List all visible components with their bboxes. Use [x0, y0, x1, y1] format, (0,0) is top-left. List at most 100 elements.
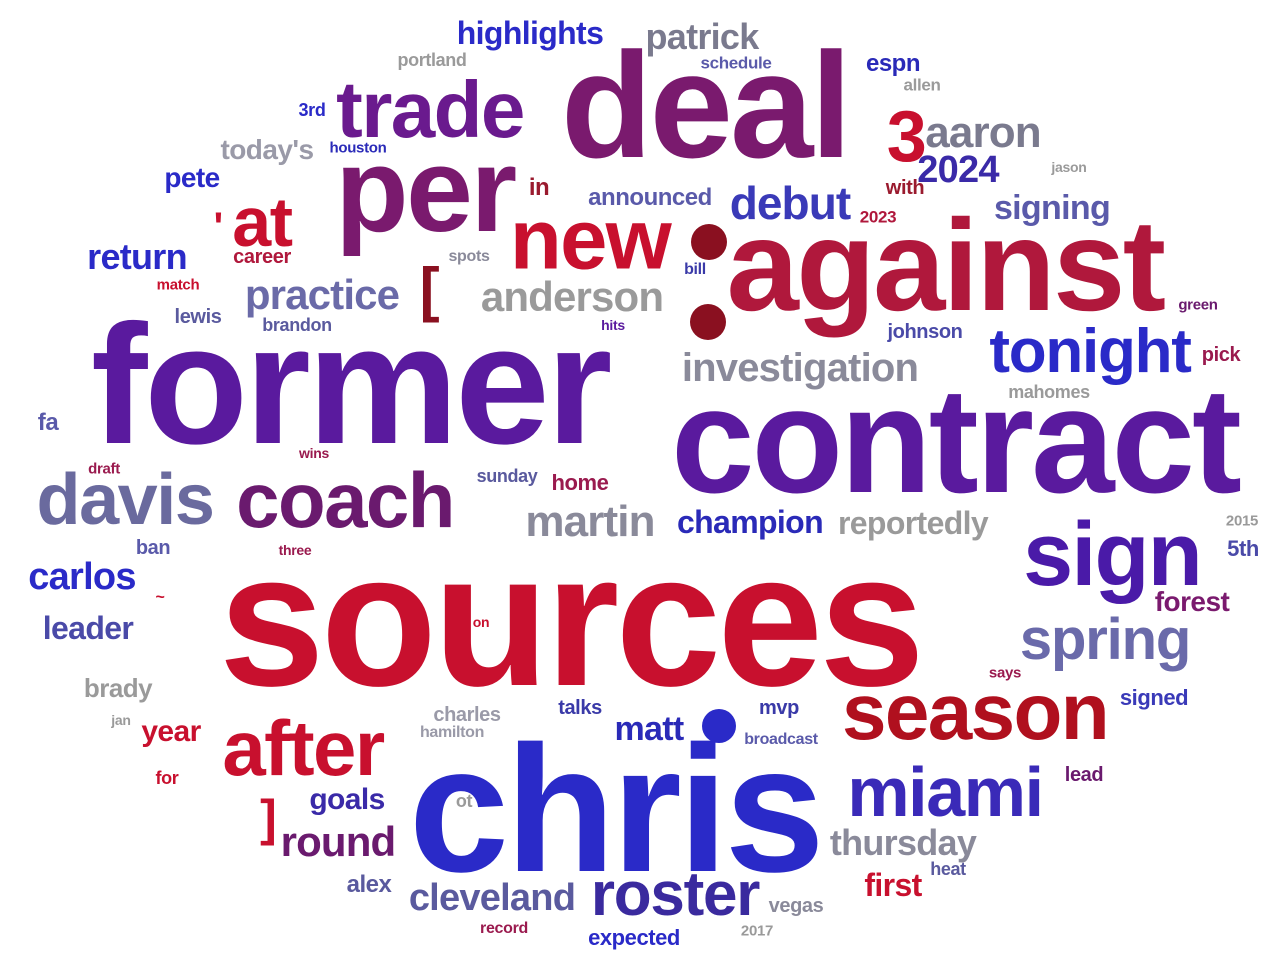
cloud-word: three — [278, 542, 312, 558]
cloud-word: chris — [408, 709, 825, 910]
cloud-word: ' — [213, 205, 223, 249]
cloud-word: carlos — [28, 556, 136, 598]
cloud-word: brandon — [262, 315, 332, 335]
cloud-word: anderson — [480, 273, 664, 320]
cloud-word: 3 — [886, 97, 927, 177]
cloud-word: 2023 — [859, 207, 897, 227]
cloud-word: spots — [448, 248, 490, 265]
cloud-word: broadcast — [744, 731, 818, 748]
cloud-word: today's — [220, 134, 315, 165]
cloud-word: record — [480, 920, 528, 937]
cloud-word: practice — [244, 271, 400, 318]
cloud-word: deal — [560, 21, 852, 189]
cloud-word: match — [156, 276, 200, 294]
cloud-word: ] — [260, 790, 277, 846]
cloud-word: charles — [433, 704, 501, 726]
cloud-word: alex — [346, 871, 392, 898]
cloud-word: sources — [218, 514, 925, 726]
cloud-word: [ — [419, 256, 440, 323]
cloud-word: mvp — [759, 697, 799, 719]
cloud-word: 3rd — [298, 100, 326, 120]
cloud-word: trade — [336, 65, 525, 154]
cloud-word: brady — [83, 673, 153, 703]
cloud-word: talks — [558, 697, 602, 719]
cloud-word: year — [141, 715, 201, 748]
cloud-word: jason — [1051, 159, 1087, 175]
cloud-word: aaron — [925, 108, 1041, 157]
cloud-word: at — [232, 183, 293, 261]
cloud-word: first — [864, 867, 922, 903]
decorative-dot — [691, 224, 727, 260]
cloud-word: schedule — [700, 53, 772, 73]
cloud-word: pete — [164, 162, 220, 193]
cloud-word: in — [528, 174, 550, 201]
cloud-word: cleveland — [408, 877, 576, 919]
cloud-word: sign — [1023, 505, 1203, 605]
cloud-word: leader — [42, 610, 134, 646]
cloud-word: thursday — [829, 822, 977, 863]
cloud-word: matt — [614, 710, 684, 748]
cloud-word: vegas — [768, 895, 824, 917]
cloud-word: ot — [455, 791, 473, 811]
cloud-word: johnson — [887, 321, 963, 343]
cloud-word: highlights — [456, 15, 604, 51]
cloud-word: mahomes — [1008, 382, 1090, 402]
decorative-dot — [690, 304, 726, 340]
cloud-word: sunday — [476, 466, 538, 486]
cloud-word: 2024 — [917, 149, 999, 191]
cloud-word: wins — [299, 445, 329, 461]
cloud-word: green — [1178, 296, 1218, 314]
cloud-word: spring — [1019, 607, 1191, 672]
cloud-word: on — [472, 614, 490, 630]
cloud-word: contract — [671, 356, 1242, 524]
cloud-word: miami — [847, 753, 1044, 831]
cloud-word: roster — [590, 860, 761, 929]
cloud-word: jan — [111, 712, 131, 728]
cloud-word: allen — [903, 75, 941, 95]
cloud-word: 2017 — [740, 922, 774, 940]
cloud-word: investigation — [681, 346, 919, 390]
cloud-word: signed — [1119, 685, 1189, 710]
cloud-word: champion — [676, 504, 824, 540]
cloud-word: goals — [309, 783, 385, 816]
cloud-word: lewis — [174, 306, 222, 328]
cloud-word: former — [90, 290, 612, 480]
cloud-word: martin — [525, 497, 655, 546]
cloud-word: after — [222, 704, 385, 792]
cloud-word: with — [885, 177, 925, 199]
cloud-word: tonight — [989, 317, 1192, 386]
cloud-word: coach — [236, 456, 455, 544]
cloud-word: 5th — [1227, 536, 1259, 561]
cloud-word: forest — [1154, 586, 1230, 617]
cloud-word: home — [551, 470, 609, 495]
cloud-word: new — [509, 192, 672, 288]
cloud-word: round — [280, 818, 397, 865]
cloud-word: bill — [684, 261, 706, 278]
cloud-word: patrick — [645, 16, 759, 57]
cloud-word: per — [335, 123, 517, 257]
cloud-word: ban — [135, 537, 171, 559]
cloud-word: announced — [588, 184, 712, 211]
cloud-word: return — [87, 236, 187, 277]
cloud-word: fa — [37, 409, 59, 436]
cloud-word: lead — [1064, 764, 1104, 786]
cloud-word: portland — [397, 50, 467, 70]
cloud-word: reportedly — [837, 505, 989, 541]
cloud-word: espn — [865, 50, 921, 77]
cloud-word: debut — [729, 177, 852, 229]
cloud-word: davis — [36, 460, 215, 540]
cloud-word: says — [988, 664, 1022, 682]
cloud-word: ~ — [155, 589, 165, 606]
cloud-word: against — [726, 192, 1167, 338]
cloud-word: houston — [329, 139, 387, 157]
cloud-word: hamilton — [419, 724, 485, 741]
cloud-word: pick — [1201, 344, 1241, 366]
cloud-word: heat — [930, 859, 966, 879]
decorative-dot — [702, 709, 736, 743]
cloud-word: signing — [993, 189, 1111, 227]
cloud-word: 2015 — [1225, 512, 1259, 530]
cloud-word: hits — [601, 317, 625, 333]
cloud-word: draft — [88, 460, 120, 478]
cloud-word: for — [155, 768, 179, 788]
